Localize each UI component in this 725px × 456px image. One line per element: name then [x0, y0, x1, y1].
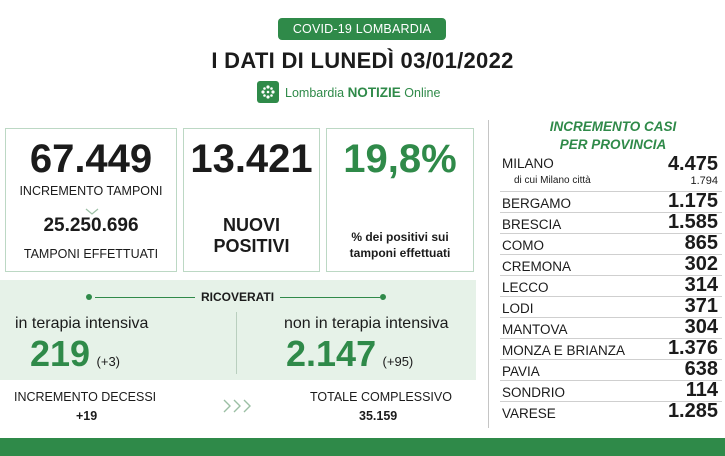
tamponi-totali-value: 25.250.696: [43, 215, 139, 236]
province-title-line2: PER PROVINCIA: [559, 137, 667, 152]
province-row-varese: VARESE 1.285: [500, 400, 722, 423]
province-value: 304: [684, 316, 718, 338]
page-title: I DATI DI LUNEDÌ 03/01/2022: [211, 48, 514, 73]
province-value: 114: [685, 379, 718, 401]
province-name: MILANO: [502, 156, 554, 171]
province-row-lodi: LODI 371: [500, 295, 722, 318]
province-name: LODI: [502, 301, 534, 316]
province-name: SONDRIO: [502, 385, 566, 400]
province-title-line1: INCREMENTO CASI: [549, 119, 677, 134]
province-row-sondrio: SONDRIO 114: [500, 379, 722, 402]
non-terapia-intensiva-value: 2.147: [286, 333, 377, 374]
tamponi-box: 67.449 INCREMENTO TAMPONI 25.250.696 TAM…: [5, 128, 177, 272]
milano-citta-value: 1.794: [690, 175, 718, 187]
province-name: VARESE: [502, 406, 556, 421]
percentuale-positivi-value: 19,8%: [343, 137, 457, 181]
province-value: 314: [684, 274, 718, 296]
province-name: PAVIA: [502, 364, 540, 379]
nuovi-positivi-label-line2: POSITIVI: [213, 236, 290, 256]
brand-prefix: Lombardia: [285, 85, 345, 100]
non-terapia-intensiva: 2.147 (+95): [286, 333, 413, 375]
non-terapia-intensiva-delta: (+95): [382, 354, 414, 369]
percentuale-label-line2: tamponi effettuati: [349, 246, 451, 260]
province-name: MANTOVA: [502, 322, 568, 337]
province-row-mantova: MANTOVA 304: [500, 316, 722, 339]
province-name: MONZA E BRIANZA: [502, 343, 626, 358]
divider: [95, 297, 195, 298]
percentuale-box: 19,8% % dei positivi sui tamponi effettu…: [326, 128, 474, 272]
province-name: BERGAMO: [502, 196, 572, 211]
terapia-intensiva-label: in terapia intensiva: [15, 315, 149, 332]
incremento-tamponi-label: INCREMENTO TAMPONI: [19, 184, 163, 198]
footer-band: [0, 438, 725, 456]
province-name: LECCO: [502, 280, 549, 295]
province-value: 1.175: [667, 190, 718, 212]
dot-icon: [86, 294, 92, 300]
incremento-tamponi-value: 67.449: [29, 137, 153, 181]
positivi-box: 13.421 NUOVI POSITIVI: [183, 128, 320, 272]
province-value: 638: [684, 358, 718, 380]
province-value: 1.585: [667, 211, 718, 233]
brand-name: Lombardia NOTIZIE Online: [285, 85, 440, 100]
province-value: 371: [684, 295, 718, 317]
incremento-decessi-label: INCREMENTO DECESSI: [14, 390, 157, 404]
dot-icon: [380, 294, 386, 300]
nuovi-positivi-label-line1: NUOVI: [222, 215, 280, 235]
province-value: 865: [684, 232, 718, 254]
province-row-lecco: LECCO 314: [500, 274, 722, 297]
province-row-milano: MILANO 4.475 di cui Milano città 1.794: [500, 153, 722, 189]
triple-chevron-right-icon: [222, 398, 256, 414]
province-value: 302: [684, 253, 718, 275]
province-name: BRESCIA: [502, 217, 562, 232]
divider: [488, 120, 489, 428]
milano-citta-label: di cui Milano città: [514, 175, 591, 186]
province-row-como: COMO 865: [500, 232, 722, 255]
percentuale-positivi-label: % dei positivi sui tamponi effettuati: [327, 229, 473, 261]
percentuale-label-line1: % dei positivi sui: [351, 230, 449, 244]
ricoverati-title: RICOVERATI: [200, 290, 275, 304]
terapia-intensiva-value: 219: [30, 333, 91, 374]
terapia-intensiva: 219 (+3): [30, 333, 120, 375]
province-name: CREMONA: [502, 259, 572, 274]
lombardia-cross-logo-icon: [257, 81, 279, 103]
province-name: COMO: [502, 238, 544, 253]
terapia-intensiva-delta: (+3): [96, 354, 121, 369]
nuovi-positivi-value: 13.421: [190, 137, 313, 181]
brand-bold: NOTIZIE: [347, 84, 401, 100]
province-row-brescia: BRESCIA 1.585: [500, 211, 722, 234]
province-row-pavia: PAVIA 638: [500, 358, 722, 381]
brand-suffix: Online: [404, 85, 441, 100]
tamponi-totali-label: TAMPONI EFFETTUATI: [23, 247, 159, 261]
divider: [236, 312, 237, 374]
non-terapia-intensiva-label: non in terapia intensiva: [284, 315, 449, 332]
nuovi-positivi-label: NUOVI POSITIVI: [184, 215, 319, 257]
ricoverati-panel: [0, 280, 476, 380]
brand: Lombardia NOTIZIE Online: [257, 80, 440, 104]
incremento-decessi-value: +19: [76, 409, 98, 423]
header-badge: COVID-19 LOMBARDIA: [278, 18, 446, 40]
totale-decessi-value: 35.159: [359, 409, 398, 423]
divider: [280, 297, 380, 298]
province-row-bergamo: BERGAMO 1.175: [500, 190, 722, 213]
totale-decessi-label: TOTALE COMPLESSIVO: [310, 390, 452, 404]
province-row-cremona: CREMONA 302: [500, 253, 722, 276]
province-value: 1.285: [667, 400, 718, 422]
chevron-down-icon: [85, 203, 99, 221]
province-value: 4.475: [667, 153, 718, 175]
province-title: INCREMENTO CASI PER PROVINCIA: [500, 118, 725, 154]
province-row-monza-brianza: MONZA E BRIANZA 1.376: [500, 337, 722, 360]
province-value: 1.376: [667, 337, 718, 359]
